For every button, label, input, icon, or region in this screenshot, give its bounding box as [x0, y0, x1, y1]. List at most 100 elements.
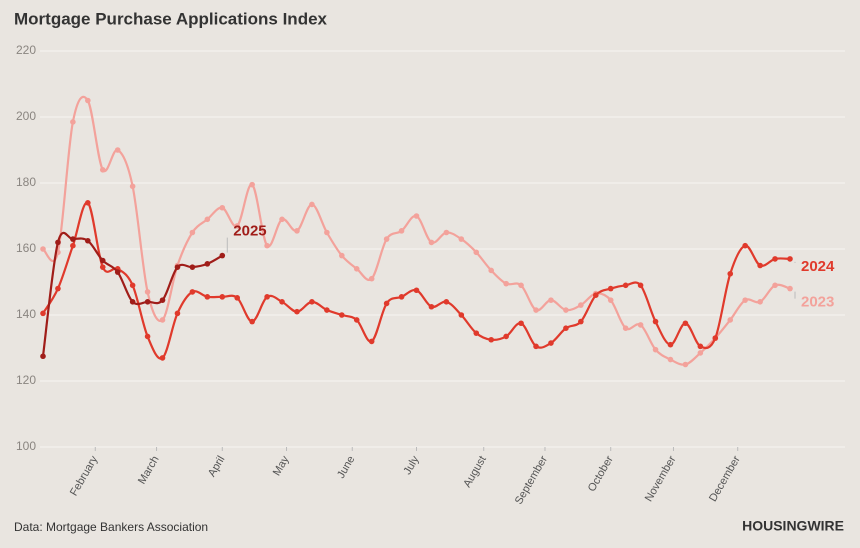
x-tick-label: August — [461, 454, 489, 490]
point — [159, 317, 166, 323]
point — [204, 216, 211, 223]
series-line — [42, 201, 791, 360]
point — [637, 322, 644, 328]
point — [159, 297, 166, 303]
point — [204, 294, 211, 300]
point — [413, 287, 420, 294]
point — [114, 269, 121, 275]
brand: HOUSINGWIRE — [742, 518, 844, 534]
point — [398, 228, 405, 234]
point — [129, 183, 136, 190]
point — [70, 236, 76, 242]
point — [443, 229, 450, 236]
point — [85, 97, 91, 104]
point — [234, 223, 241, 229]
point — [697, 350, 704, 356]
point — [652, 346, 659, 353]
x-tick-label: June — [335, 454, 357, 481]
point — [249, 181, 255, 188]
point — [219, 252, 226, 259]
point — [368, 275, 375, 282]
point — [159, 355, 166, 361]
point — [129, 282, 136, 289]
point — [473, 249, 480, 256]
point — [339, 312, 345, 318]
point — [578, 302, 584, 308]
series-line — [42, 95, 791, 366]
point — [652, 318, 659, 325]
point — [667, 341, 674, 348]
point — [473, 330, 480, 336]
series-label: 2025 — [233, 223, 266, 240]
point — [458, 312, 465, 318]
point — [458, 236, 465, 242]
point — [368, 338, 375, 345]
series-label: 2023 — [801, 294, 834, 311]
point — [548, 340, 554, 346]
point — [787, 285, 793, 292]
point — [114, 147, 121, 153]
point — [249, 318, 255, 325]
point — [294, 228, 300, 234]
y-tick-label: 120 — [16, 373, 36, 387]
point — [413, 213, 420, 219]
point — [622, 282, 629, 289]
point — [70, 242, 76, 249]
point — [682, 320, 689, 327]
point — [533, 307, 539, 313]
point — [279, 299, 285, 305]
point — [787, 256, 793, 262]
point — [428, 303, 435, 310]
point — [339, 252, 345, 259]
point — [443, 299, 450, 305]
y-tick-label: 220 — [16, 43, 36, 57]
point — [727, 317, 734, 323]
point — [70, 119, 76, 125]
point — [309, 299, 315, 305]
point — [578, 318, 584, 325]
source: Data: Mortgage Bankers Association — [14, 520, 208, 534]
point — [353, 266, 360, 272]
point — [398, 294, 405, 300]
chart-title: Mortgage Purchase Applications Index — [14, 9, 328, 28]
point — [622, 325, 629, 332]
point — [99, 264, 106, 270]
point — [99, 257, 106, 264]
point — [40, 310, 46, 317]
point — [548, 297, 554, 303]
point — [294, 308, 300, 315]
y-tick-label: 140 — [16, 307, 36, 321]
y-tick-label: 180 — [16, 175, 36, 189]
point — [174, 264, 181, 270]
x-tick-label: November — [643, 454, 679, 504]
x-tick-label: May — [271, 454, 292, 478]
point — [772, 282, 778, 289]
y-tick-label: 200 — [16, 109, 36, 123]
point — [637, 282, 644, 289]
point — [563, 307, 569, 313]
point — [99, 167, 106, 173]
x-tick-label: July — [401, 454, 421, 477]
point — [533, 343, 539, 350]
point — [563, 325, 569, 332]
point — [55, 285, 61, 292]
point — [144, 289, 151, 295]
point — [55, 239, 61, 246]
point — [264, 242, 270, 249]
y-tick-label: 160 — [16, 241, 36, 255]
point — [40, 353, 46, 360]
point — [742, 297, 748, 303]
point — [757, 262, 763, 269]
point — [264, 294, 270, 300]
point — [234, 295, 241, 301]
x-tick-label: April — [206, 454, 227, 479]
point — [503, 333, 509, 340]
point — [488, 336, 495, 343]
point — [189, 229, 196, 236]
point — [742, 242, 748, 249]
point — [174, 310, 181, 317]
point — [503, 280, 509, 287]
point — [428, 239, 435, 246]
point — [383, 236, 390, 242]
point — [383, 300, 390, 307]
